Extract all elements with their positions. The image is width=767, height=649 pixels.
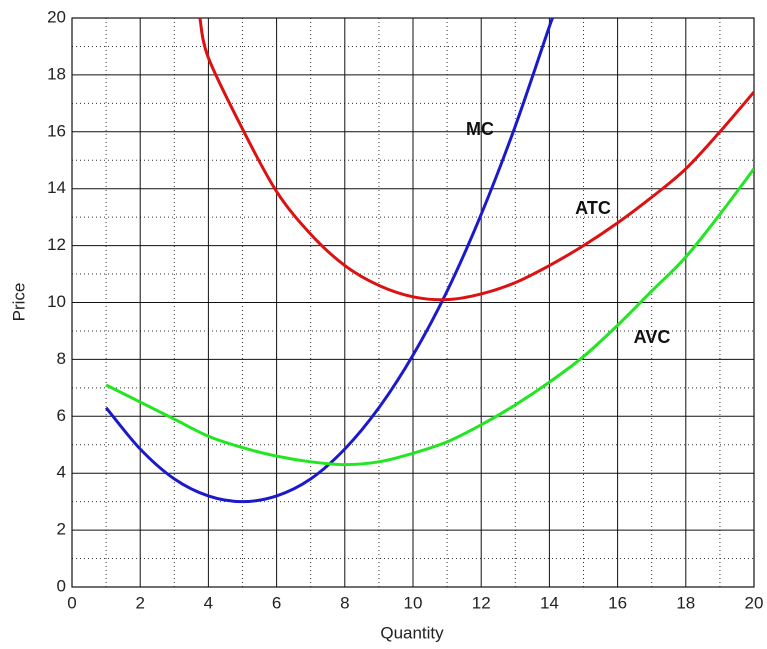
x-tick-label: 8 xyxy=(340,593,349,612)
series-label: ATC xyxy=(575,198,611,218)
y-tick-label: 14 xyxy=(47,178,66,197)
series-line xyxy=(104,18,555,504)
x-tick-label: 16 xyxy=(608,593,627,612)
series-line xyxy=(198,18,754,302)
x-tick-label: 18 xyxy=(676,593,695,612)
x-tick-label: 0 xyxy=(67,593,76,612)
x-tick-label: 10 xyxy=(404,593,423,612)
x-tick-label: 20 xyxy=(745,593,764,612)
series-line xyxy=(105,167,754,467)
y-tick-label: 12 xyxy=(47,235,66,254)
y-tick-label: 20 xyxy=(47,7,66,26)
y-tick-label: 0 xyxy=(57,576,66,595)
y-tick-label: 8 xyxy=(57,349,66,368)
y-tick-label: 4 xyxy=(57,463,66,482)
plot-frame xyxy=(71,17,755,588)
y-tick-label: 16 xyxy=(47,121,66,140)
x-axis-label: Quantity xyxy=(380,623,444,642)
x-tick-label: 6 xyxy=(272,593,281,612)
x-tick-label: 12 xyxy=(472,593,491,612)
y-tick-label: 6 xyxy=(57,406,66,425)
series-label: MC xyxy=(466,119,494,139)
series-label: AVC xyxy=(634,327,671,347)
y-tick-label: 18 xyxy=(47,64,66,83)
x-tick-label: 14 xyxy=(540,593,559,612)
x-tick-label: 2 xyxy=(135,593,144,612)
y-tick-label: 10 xyxy=(47,292,66,311)
y-tick-label: 2 xyxy=(57,520,66,539)
x-tick-label: 4 xyxy=(204,593,213,612)
y-axis-label: Price xyxy=(9,283,28,322)
plot-area xyxy=(104,18,754,504)
